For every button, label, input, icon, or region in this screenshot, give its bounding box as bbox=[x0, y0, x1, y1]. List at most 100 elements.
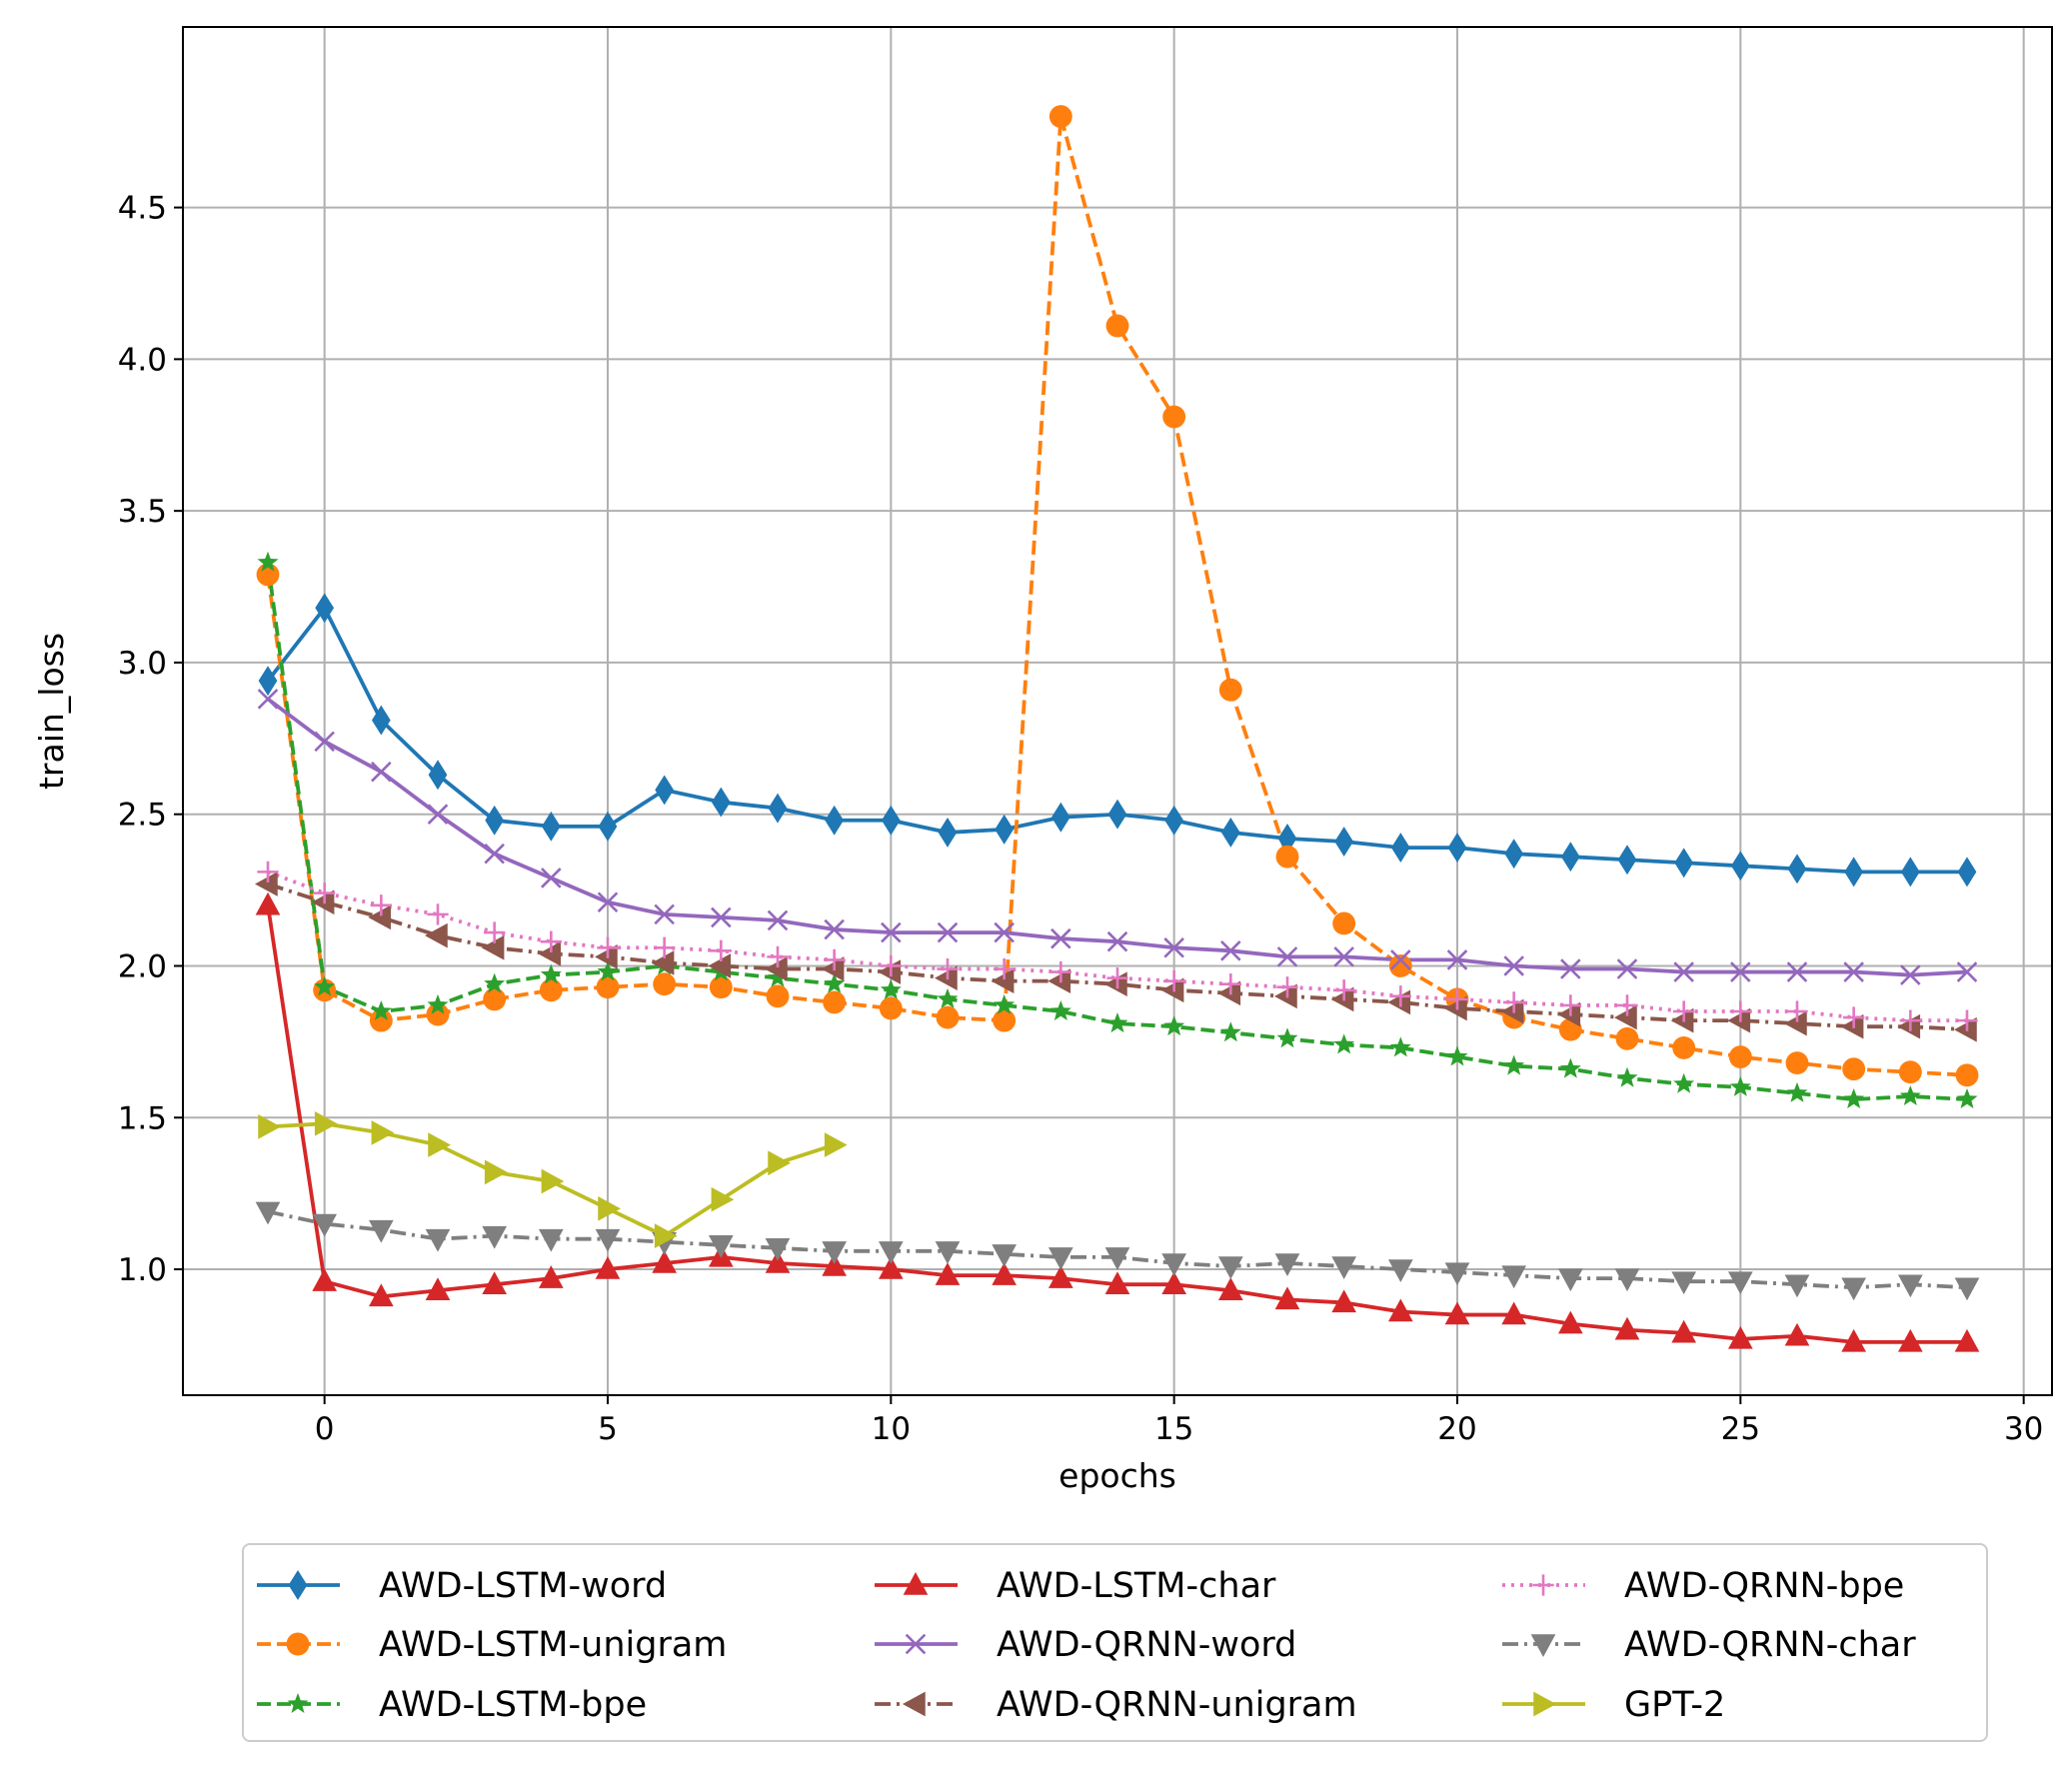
data-point-awd-qrnn-unigram bbox=[1670, 1007, 1694, 1033]
data-point-awd-lstm-char bbox=[1614, 1316, 1640, 1340]
y-tick-label: 3.5 bbox=[118, 494, 167, 530]
data-point-awd-qrnn-bpe bbox=[1276, 976, 1298, 998]
data-point-gpt-2 bbox=[428, 1132, 451, 1157]
data-point-awd-qrnn-bpe bbox=[540, 930, 562, 952]
data-point-awd-lstm-char bbox=[1897, 1328, 1923, 1352]
legend-label-awd-lstm-unigram: AWD-LSTM-unigram bbox=[379, 1625, 727, 1665]
data-point-awd-lstm-bpe bbox=[880, 978, 902, 999]
data-point-awd-lstm-unigram bbox=[1388, 954, 1412, 977]
data-point-awd-qrnn-char bbox=[822, 1241, 848, 1264]
data-point-awd-lstm-word bbox=[1050, 802, 1070, 833]
data-point-awd-lstm-bpe bbox=[540, 963, 562, 984]
data-point-awd-qrnn-bpe bbox=[710, 939, 732, 961]
data-point-awd-lstm-word bbox=[1447, 833, 1467, 864]
data-point-awd-lstm-char bbox=[595, 1256, 621, 1279]
x-tick-label: 30 bbox=[2004, 1411, 2043, 1447]
data-point-awd-lstm-bpe bbox=[257, 551, 279, 572]
data-point-awd-lstm-word bbox=[1617, 845, 1637, 876]
data-point-awd-lstm-word bbox=[1390, 833, 1410, 864]
data-point-awd-qrnn-char bbox=[878, 1241, 904, 1264]
series-markers-awd-qrnn-word bbox=[257, 689, 1978, 985]
data-point-awd-qrnn-bpe bbox=[314, 882, 336, 904]
data-point-awd-qrnn-bpe bbox=[1389, 985, 1411, 1007]
data-point-awd-lstm-bpe bbox=[1673, 1072, 1695, 1093]
data-point-awd-lstm-unigram bbox=[709, 975, 733, 999]
data-point-awd-lstm-word bbox=[258, 666, 278, 697]
data-point-awd-qrnn-word bbox=[1786, 961, 1808, 982]
data-point-awd-lstm-unigram bbox=[1615, 1026, 1639, 1050]
data-point-gpt-2 bbox=[541, 1168, 565, 1194]
data-point-awd-qrnn-char bbox=[368, 1219, 394, 1243]
data-point-awd-qrnn-char bbox=[1614, 1268, 1640, 1292]
data-point-awd-lstm-char bbox=[1727, 1325, 1753, 1349]
data-point-awd-qrnn-unigram bbox=[1047, 968, 1071, 994]
data-point-awd-qrnn-unigram bbox=[1444, 995, 1467, 1021]
data-point-awd-qrnn-word bbox=[1220, 940, 1241, 961]
data-point-awd-qrnn-bpe bbox=[1106, 966, 1128, 989]
data-point-awd-qrnn-word bbox=[427, 804, 449, 825]
data-point-gpt-2 bbox=[598, 1195, 621, 1221]
data-point-awd-lstm-char bbox=[1954, 1328, 1980, 1352]
data-point-awd-qrnn-unigram bbox=[595, 944, 618, 969]
data-point-awd-qrnn-char bbox=[708, 1234, 734, 1258]
data-point-awd-lstm-bpe bbox=[1049, 999, 1071, 1020]
data-point-awd-qrnn-bpe bbox=[1559, 994, 1581, 1016]
data-point-awd-qrnn-word bbox=[1843, 961, 1864, 982]
data-point-awd-qrnn-bpe bbox=[427, 903, 449, 925]
data-point-awd-qrnn-unigram bbox=[1557, 1001, 1581, 1027]
data-point-awd-lstm-unigram bbox=[1218, 678, 1242, 702]
legend-box bbox=[242, 1543, 1988, 1742]
data-point-awd-lstm-char bbox=[935, 1262, 961, 1285]
data-point-awd-qrnn-char bbox=[1444, 1262, 1470, 1286]
data-point-awd-qrnn-char bbox=[1217, 1256, 1243, 1279]
data-point-awd-lstm-word bbox=[1220, 817, 1240, 848]
legend-label-awd-qrnn-char: AWD-QRNN-char bbox=[1624, 1625, 1916, 1665]
data-point-awd-lstm-bpe bbox=[1843, 1087, 1865, 1108]
data-point-awd-lstm-char bbox=[425, 1277, 451, 1301]
data-point-awd-lstm-char bbox=[1501, 1301, 1527, 1325]
data-point-awd-lstm-char bbox=[1387, 1298, 1413, 1322]
data-point-awd-lstm-bpe bbox=[937, 987, 959, 1008]
data-point-awd-qrnn-word bbox=[824, 918, 845, 940]
data-point-awd-qrnn-char bbox=[1557, 1268, 1583, 1292]
data-point-awd-qrnn-unigram bbox=[1954, 1016, 1977, 1042]
x-tick-label: 0 bbox=[315, 1411, 335, 1447]
data-point-awd-lstm-char bbox=[1784, 1322, 1810, 1346]
legend-item-awd-qrnn-bpe: AWD-QRNN-bpe bbox=[1502, 1566, 1904, 1606]
data-point-awd-lstm-bpe bbox=[1899, 1084, 1921, 1105]
data-point-gpt-2 bbox=[824, 1132, 848, 1157]
legend-marker-awd-qrnn-bpe bbox=[1532, 1574, 1554, 1596]
data-point-awd-qrnn-unigram bbox=[1614, 1004, 1637, 1030]
legend-item-awd-qrnn-word: AWD-QRNN-word bbox=[875, 1625, 1296, 1665]
x-tick-label: 15 bbox=[1154, 1411, 1193, 1447]
data-point-awd-lstm-unigram bbox=[766, 984, 790, 1008]
data-point-awd-lstm-word bbox=[1787, 854, 1807, 884]
data-point-awd-qrnn-word bbox=[1900, 964, 1921, 985]
data-point-gpt-2 bbox=[484, 1159, 508, 1185]
data-point-awd-qrnn-unigram bbox=[935, 965, 958, 990]
series-markers-gpt-2 bbox=[258, 1110, 848, 1248]
data-point-awd-lstm-bpe bbox=[1616, 1066, 1638, 1087]
x-axis-label: epochs bbox=[1058, 1456, 1176, 1495]
y-tick-label: 2.0 bbox=[118, 948, 167, 984]
data-point-awd-lstm-word bbox=[711, 787, 731, 818]
data-point-awd-qrnn-word bbox=[994, 921, 1015, 943]
data-point-awd-qrnn-char bbox=[1897, 1274, 1923, 1298]
data-point-awd-lstm-unigram bbox=[483, 987, 507, 1011]
data-point-awd-qrnn-unigram bbox=[538, 940, 562, 966]
data-point-awd-qrnn-bpe bbox=[1843, 1006, 1865, 1028]
data-point-awd-lstm-bpe bbox=[1559, 1057, 1581, 1078]
data-point-awd-qrnn-word bbox=[1333, 946, 1354, 967]
data-point-awd-lstm-char bbox=[765, 1249, 791, 1273]
data-point-awd-qrnn-bpe bbox=[1503, 991, 1525, 1013]
data-point-awd-qrnn-char bbox=[1274, 1253, 1300, 1276]
series-markers bbox=[255, 105, 1980, 1352]
data-point-awd-lstm-word bbox=[938, 817, 958, 848]
data-point-awd-lstm-char bbox=[992, 1262, 1018, 1285]
data-point-gpt-2 bbox=[314, 1110, 338, 1136]
legend-label-awd-qrnn-word: AWD-QRNN-word bbox=[997, 1625, 1296, 1665]
data-point-awd-qrnn-unigram bbox=[425, 922, 448, 948]
data-point-awd-qrnn-bpe bbox=[824, 948, 846, 971]
y-tick-label: 4.0 bbox=[118, 342, 167, 378]
data-point-awd-qrnn-char bbox=[1784, 1274, 1810, 1298]
